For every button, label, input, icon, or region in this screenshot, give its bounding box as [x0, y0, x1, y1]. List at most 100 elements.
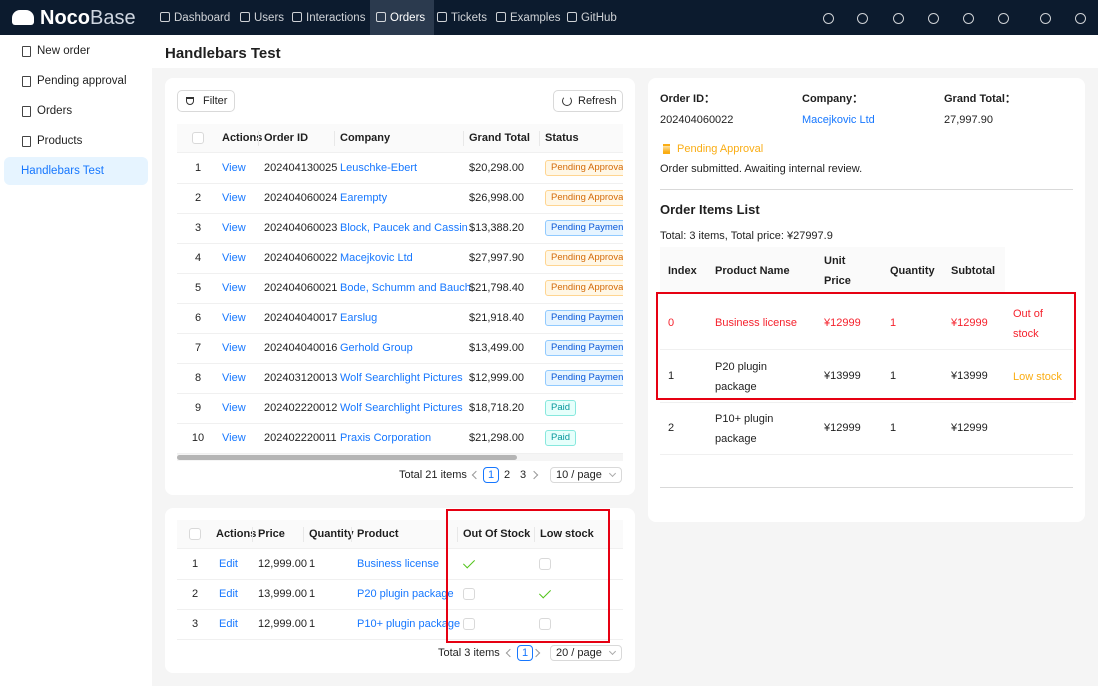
row-divider [177, 183, 623, 184]
status-tag: Paid [545, 400, 576, 416]
row-divider [177, 423, 623, 424]
company-link[interactable]: Earslug [340, 309, 377, 327]
status-tag: Paid [545, 430, 576, 446]
header-icon[interactable] [928, 13, 939, 24]
menu-item[interactable]: New order [37, 42, 90, 60]
company-link[interactable]: Macejkovic Ltd [340, 249, 413, 267]
highlight-box [656, 292, 1076, 400]
header-icon[interactable] [823, 13, 834, 24]
header-icon[interactable] [857, 13, 868, 24]
grand-total: $21,798.40 [469, 279, 524, 297]
item-subtotal: ¥12999 [951, 419, 988, 437]
view-link[interactable]: View [222, 429, 246, 447]
view-link[interactable]: View [222, 309, 246, 327]
highlight-box [446, 509, 610, 643]
company-link[interactable]: Praxis Corporation [340, 429, 431, 447]
row-index: 6 [187, 309, 209, 327]
product-link[interactable]: P20 plugin package [357, 585, 454, 603]
column-header: Unit Price [824, 251, 854, 291]
menu-item[interactable]: Pending approval [37, 72, 127, 90]
quantity: 1 [309, 585, 315, 603]
menu-item[interactable]: Products [37, 132, 82, 150]
header-icon[interactable] [1075, 13, 1086, 24]
column-divider [252, 527, 253, 542]
edit-link[interactable]: Edit [219, 555, 238, 573]
status-message: Order submitted. Awaiting internal revie… [660, 160, 862, 178]
company-link[interactable]: Gerhold Group [340, 339, 413, 357]
row-index: 5 [187, 279, 209, 297]
header-icon[interactable] [1040, 13, 1051, 24]
nav-item[interactable]: Examples [510, 9, 561, 27]
divider [660, 189, 1073, 190]
grand-total: $20,298.00 [469, 159, 524, 177]
view-link[interactable]: View [222, 219, 246, 237]
field-value[interactable]: Macejkovic Ltd [802, 111, 875, 129]
column-divider [334, 131, 335, 146]
view-link[interactable]: View [222, 369, 246, 387]
field-value: 202404060022 [660, 111, 733, 129]
edit-link[interactable]: Edit [219, 585, 238, 603]
status-text: Pending Approval [677, 140, 763, 158]
view-link[interactable]: View [222, 279, 246, 297]
company-link[interactable]: Block, Paucek and Cassin [340, 219, 468, 237]
column-header: Actions [222, 129, 262, 147]
company-link[interactable]: Wolf Searchlight Pictures [340, 369, 463, 387]
refresh-label[interactable]: Refresh [578, 92, 617, 110]
menu-icon [22, 136, 31, 147]
view-link[interactable]: View [222, 339, 246, 357]
nav-item[interactable]: Users [254, 9, 284, 27]
scrollbar-thumb[interactable] [177, 455, 517, 460]
view-link[interactable]: View [222, 399, 246, 417]
column-header: Grand Total [469, 129, 530, 147]
row-index: 2 [188, 585, 202, 603]
page-size[interactable]: 10 / page [556, 466, 602, 484]
nav-icon [376, 12, 386, 22]
column-header: Quantity [309, 525, 354, 543]
checkbox[interactable] [192, 132, 204, 144]
grand-total: $12,999.00 [469, 369, 524, 387]
nav-item[interactable]: Orders [390, 9, 425, 27]
nav-item[interactable]: Tickets [451, 9, 487, 27]
row-index: 10 [187, 429, 209, 447]
page-number[interactable]: 1 [519, 644, 531, 662]
view-link[interactable]: View [222, 159, 246, 177]
logo-light: Base [90, 7, 136, 29]
status-tag: Pending Approval [545, 250, 623, 266]
nav-item[interactable]: Dashboard [174, 9, 230, 27]
menu-item[interactable]: Orders [37, 102, 72, 120]
page-number[interactable]: 3 [517, 466, 529, 484]
order-id: 202402220012 [264, 399, 337, 417]
filter-label[interactable]: Filter [203, 92, 227, 110]
page-size[interactable]: 20 / page [556, 644, 602, 662]
row-index: 3 [188, 615, 202, 633]
grand-total: $26,998.00 [469, 189, 524, 207]
hourglass-icon [663, 144, 670, 154]
page-number[interactable]: 1 [485, 466, 497, 484]
view-link[interactable]: View [222, 249, 246, 267]
nav-item[interactable]: GitHub [581, 9, 617, 27]
order-id: 202404060022 [264, 249, 337, 267]
section-title: Order Items List [660, 201, 760, 219]
header-icon[interactable] [963, 13, 974, 24]
header-icon[interactable] [893, 13, 904, 24]
order-id: 202404040016 [264, 339, 337, 357]
page-number[interactable]: 2 [501, 466, 513, 484]
price: 12,999.00 [258, 555, 307, 573]
edit-link[interactable]: Edit [219, 615, 238, 633]
row-divider [177, 303, 623, 304]
company-link[interactable]: Wolf Searchlight Pictures [340, 399, 463, 417]
nav-item[interactable]: Interactions [306, 9, 365, 27]
header-icon[interactable] [998, 13, 1009, 24]
view-link[interactable]: View [222, 189, 246, 207]
field-label: Grand Total： [944, 90, 1016, 108]
product-link[interactable]: P10+ plugin package [357, 615, 460, 633]
company-link[interactable]: Leuschke-Ebert [340, 159, 417, 177]
company-link[interactable]: Bode, Schumm and Bauch [340, 279, 471, 297]
checkbox[interactable] [189, 528, 201, 540]
company-link[interactable]: Earempty [340, 189, 387, 207]
menu-item[interactable]: Handlebars Test [21, 162, 104, 180]
menu-icon [22, 106, 31, 117]
product-link[interactable]: Business license [357, 555, 439, 573]
divider [660, 487, 1073, 488]
